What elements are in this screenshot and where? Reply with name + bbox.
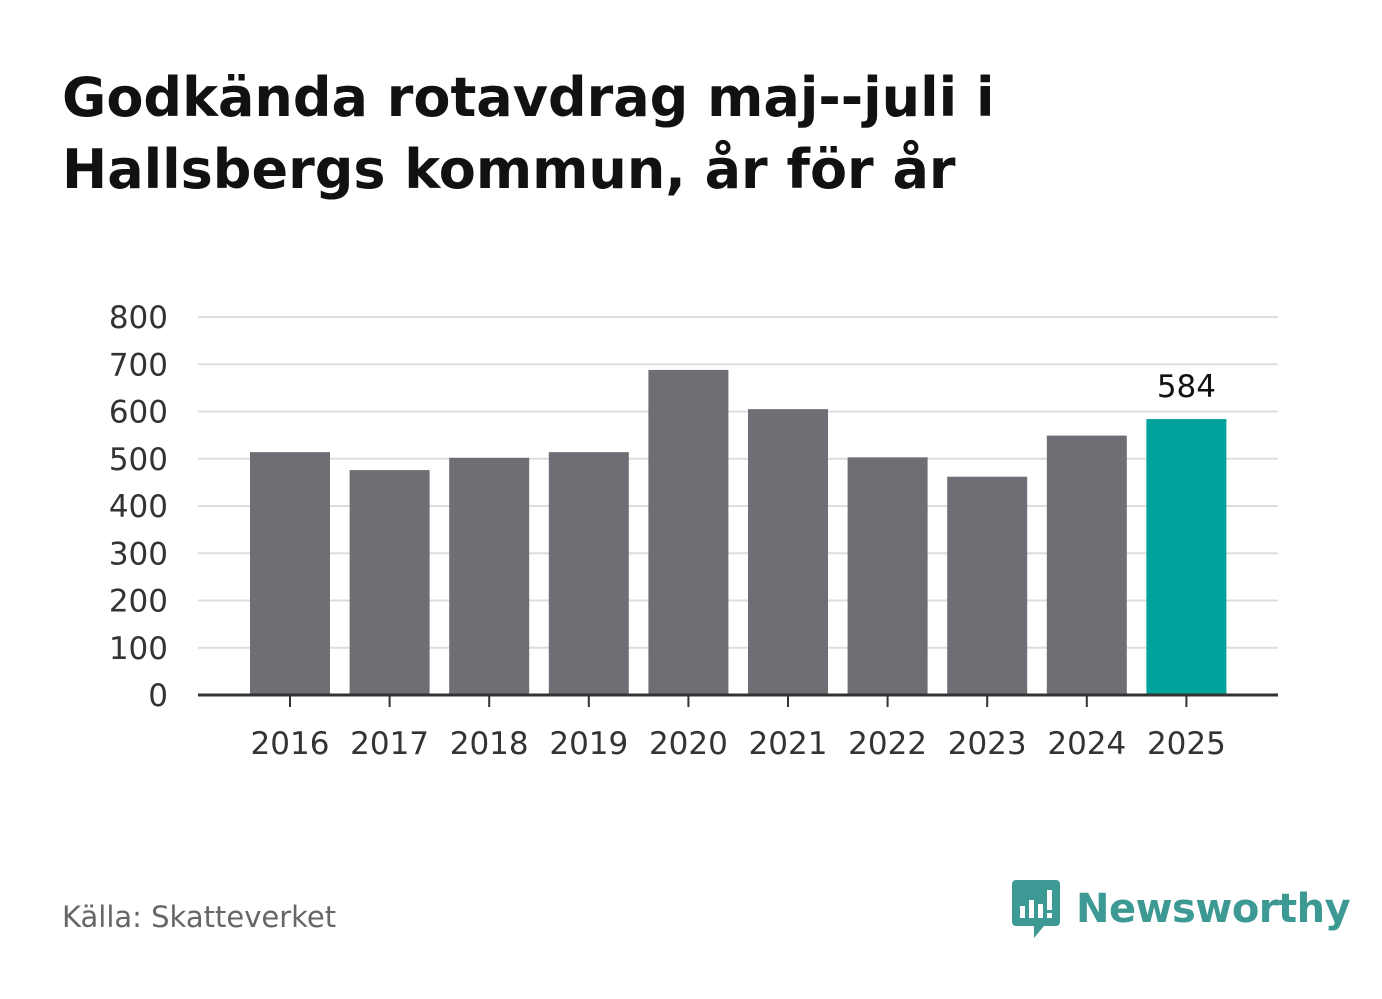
y-tick-label: 800 [109, 300, 168, 336]
bar-2017 [349, 470, 430, 695]
bar-2025 [1146, 419, 1227, 695]
data-label: 584 [1157, 369, 1216, 405]
x-tick-label: 2019 [549, 726, 628, 762]
bar-2022 [847, 457, 928, 695]
x-tick-label: 2025 [1147, 726, 1226, 762]
x-tick-label: 2016 [251, 726, 330, 762]
y-tick-label: 300 [109, 536, 168, 572]
y-tick-label: 200 [109, 584, 168, 620]
bar-2019 [548, 452, 629, 695]
x-tick-label: 2017 [350, 726, 429, 762]
x-tick-label: 2024 [1047, 726, 1126, 762]
chart-title: Godkända rotavdrag maj--juli i Hallsberg… [62, 62, 1162, 206]
x-tick-label: 2020 [649, 726, 728, 762]
bar-2024 [1046, 435, 1127, 695]
x-tick-label: 2022 [848, 726, 927, 762]
bar-2023 [947, 476, 1028, 695]
y-tick-label: 100 [109, 631, 168, 667]
source-note: Källa: Skatteverket [62, 900, 337, 934]
y-tick-label: 700 [109, 347, 168, 383]
newsworthy-logo: Newsworthy [1010, 878, 1351, 940]
y-tick-label: 400 [109, 489, 168, 525]
title-line-2: Hallsbergs kommun, år för år [62, 138, 956, 201]
bar-2021 [748, 409, 828, 695]
newsworthy-logo-icon [1012, 880, 1060, 938]
brand-name: Newsworthy [1076, 886, 1351, 932]
x-tick-label: 2021 [749, 726, 828, 762]
x-tick-label: 2018 [450, 726, 529, 762]
bar-2018 [449, 457, 530, 695]
y-tick-label: 500 [109, 442, 168, 478]
bar-2020 [648, 369, 729, 695]
y-tick-label: 0 [148, 678, 168, 714]
y-tick-label: 600 [109, 395, 168, 431]
bar-2016 [250, 452, 330, 695]
x-tick-label: 2023 [948, 726, 1027, 762]
title-line-1: Godkända rotavdrag maj--juli i [62, 66, 995, 129]
